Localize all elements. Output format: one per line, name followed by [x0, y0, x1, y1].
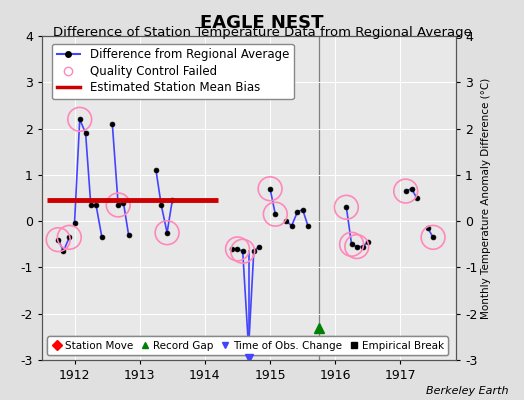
Point: [65, 234, 73, 240]
Point: [429, 234, 437, 240]
Point: [347, 241, 356, 248]
Point: [342, 204, 351, 210]
Point: [271, 211, 279, 218]
Point: [233, 246, 242, 252]
Point: [54, 236, 62, 243]
Point: [238, 248, 247, 254]
Point: [114, 202, 123, 208]
Text: Difference of Station Temperature Data from Regional Average: Difference of Station Temperature Data f…: [52, 26, 472, 39]
Point: [163, 230, 171, 236]
Point: [266, 186, 274, 192]
Legend: Station Move, Record Gap, Time of Obs. Change, Empirical Break: Station Move, Record Gap, Time of Obs. C…: [47, 336, 448, 355]
Point: [401, 188, 410, 194]
Y-axis label: Monthly Temperature Anomaly Difference (°C): Monthly Temperature Anomaly Difference (…: [482, 77, 492, 319]
Point: [75, 116, 84, 122]
Point: [353, 243, 361, 250]
Text: EAGLE NEST: EAGLE NEST: [200, 14, 324, 32]
Text: Berkeley Earth: Berkeley Earth: [426, 386, 508, 396]
